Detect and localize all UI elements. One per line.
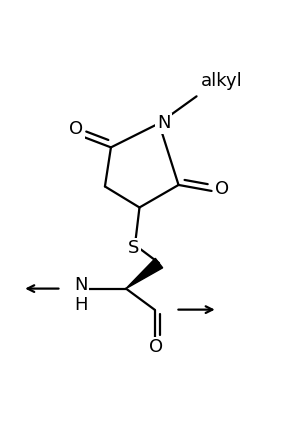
- Text: O: O: [149, 338, 163, 356]
- Text: S: S: [128, 239, 139, 257]
- Text: O: O: [69, 121, 84, 138]
- Text: O: O: [215, 181, 229, 198]
- Text: N: N: [74, 276, 88, 294]
- Polygon shape: [126, 258, 163, 289]
- Text: H: H: [74, 296, 88, 314]
- Text: alkyl: alkyl: [201, 72, 243, 90]
- Text: N: N: [157, 114, 170, 132]
